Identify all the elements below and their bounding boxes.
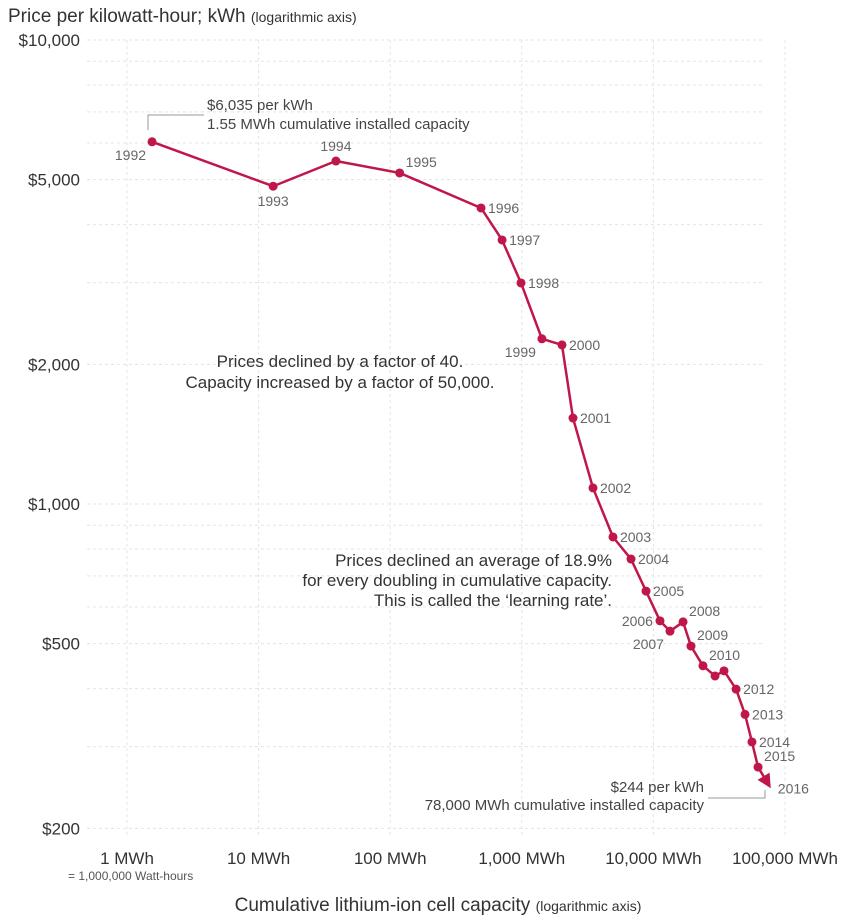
x-tick-label: 100 MWh	[354, 849, 427, 868]
y-tick-label: $5,000	[28, 171, 80, 190]
y-tick-label: $1,000	[28, 495, 80, 514]
data-point	[568, 413, 578, 423]
x-tick-label: 10 MWh	[227, 849, 290, 868]
x-unit-note: = 1,000,000 Watt-hours	[68, 869, 193, 883]
point-label: 1993	[258, 193, 289, 209]
series-line	[151, 140, 768, 782]
annotation-line: This is called the ‘learning rate’.	[374, 591, 612, 610]
data-point	[698, 661, 708, 671]
point-label: 2004	[638, 551, 669, 567]
data-point	[686, 641, 696, 651]
x-tick-label: 100,000 MWh	[732, 849, 838, 868]
x-axis-ticks: 1 MWh 10 MWh 100 MWh 1,000 MWh 10,000 MWh 100…	[100, 849, 838, 868]
data-point	[641, 586, 651, 596]
y-tick-label: $200	[42, 819, 80, 838]
x-tick-label: 10,000 MWh	[605, 849, 701, 868]
data-point	[557, 340, 567, 350]
point-label: 1997	[509, 232, 540, 248]
callout-leader-line	[708, 790, 766, 799]
annotation-line: Capacity increased by a factor of 50,000…	[185, 373, 494, 392]
callout-leader-line	[147, 114, 204, 130]
data-point	[331, 156, 341, 166]
price-series: 1992 1993 1994 1995 1996 1997 1998 1999 2000 2001…	[115, 137, 809, 796]
data-point	[626, 554, 636, 564]
grid	[87, 39, 786, 838]
callout-line: 1.55 MWh cumulative installed capacity	[207, 116, 470, 133]
annotation-line: for every doubling in cumulative capacit…	[302, 571, 612, 590]
data-point	[678, 617, 688, 627]
callout-line: $6,035 per kWh	[207, 97, 313, 114]
y-tick-label: $2,000	[28, 355, 80, 374]
data-point	[740, 709, 750, 719]
x-tick-label: 1 MWh	[100, 849, 154, 868]
point-label: 2002	[600, 480, 631, 496]
data-point	[710, 671, 720, 681]
point-label: 2009	[697, 627, 728, 643]
x-tick-label: 1,000 MWh	[478, 849, 565, 868]
point-label: 1994	[320, 138, 351, 154]
data-point	[665, 626, 675, 636]
point-label: 2007	[633, 636, 664, 652]
point-label: 2005	[653, 583, 684, 599]
data-point	[147, 137, 157, 147]
point-label: 1999	[505, 344, 536, 360]
point-label: 2006	[622, 613, 653, 629]
data-point	[588, 483, 598, 493]
data-point	[731, 684, 741, 694]
point-label: 2001	[580, 410, 611, 426]
data-point	[719, 666, 729, 676]
callout-line: 78,000 MWh cumulative installed capacity	[425, 797, 705, 814]
annotation-learning-rate: Prices declined an average of 18.9% for …	[302, 551, 612, 610]
data-point	[655, 616, 665, 626]
data-point	[395, 168, 405, 178]
arrow-head	[757, 772, 771, 789]
y-axis-ticks: $10,000 $5,000 $2,000 $1,000 $500 $200	[19, 31, 80, 838]
annotation-line: Prices declined an average of 18.9%	[335, 551, 612, 570]
point-label: 2003	[620, 529, 651, 545]
data-point	[747, 737, 757, 747]
point-label: 1998	[528, 275, 559, 291]
point-label: 2010	[709, 647, 740, 663]
point-label: 1995	[406, 154, 437, 170]
data-point	[537, 334, 547, 344]
data-point	[753, 762, 763, 772]
callout-first-point: $6,035 per kWh 1.55 MWh cumulative insta…	[147, 97, 470, 133]
annotation-line: Prices declined by a factor of 40.	[217, 352, 464, 371]
chart-title: Price per kilowatt-hour; kWh (logarithmi…	[8, 6, 357, 27]
x-axis-title: Cumulative lithium-ion cell capacity (lo…	[235, 895, 642, 916]
data-point	[476, 203, 486, 213]
data-point	[497, 235, 507, 245]
annotation-summary: Prices declined by a factor of 40. Capac…	[185, 352, 494, 392]
point-label: 2016	[778, 780, 809, 796]
callout-last-point: $244 per kWh 78,000 MWh cumulative insta…	[425, 779, 766, 814]
point-label: 2015	[764, 748, 795, 764]
y-tick-label: $500	[42, 635, 80, 654]
point-label: 2012	[743, 681, 774, 697]
point-label: 1996	[488, 200, 519, 216]
point-label: 2008	[689, 603, 720, 619]
y-tick-label: $10,000	[19, 31, 80, 50]
data-point	[608, 532, 618, 542]
data-point	[268, 181, 278, 191]
point-label: 1992	[115, 147, 146, 163]
point-label: 2014	[759, 734, 790, 750]
point-label: 2013	[752, 706, 783, 722]
point-label: 2000	[569, 337, 600, 353]
callout-line: $244 per kWh	[611, 779, 704, 796]
data-point	[516, 278, 526, 288]
